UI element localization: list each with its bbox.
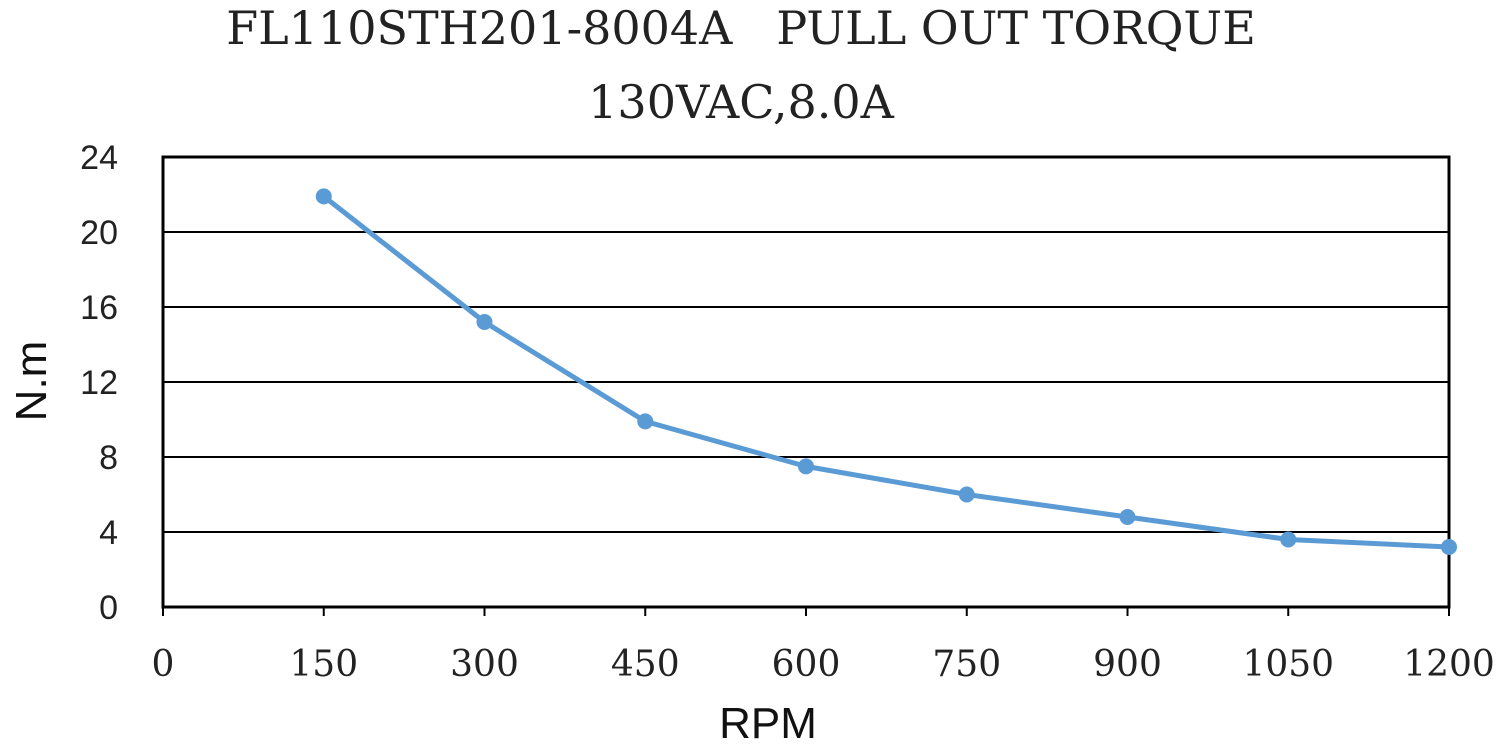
x-tick-label: 600 <box>772 644 841 685</box>
data-point-marker <box>1441 539 1457 555</box>
series-group <box>315 188 1457 555</box>
x-tick-label: 1050 <box>1242 644 1334 685</box>
data-point-marker <box>958 486 975 503</box>
chart-title: FL110STH201-8004A PULL OUT TORQUE <box>226 1 1256 55</box>
y-axis-title: N.m <box>7 341 56 422</box>
x-tick-label: 0 <box>152 644 175 685</box>
y-tick-label: 12 <box>80 364 118 402</box>
data-point-marker <box>476 314 493 330</box>
data-point-marker <box>1119 509 1136 525</box>
x-axis-title: RPM <box>719 699 817 747</box>
x-tick-label: 150 <box>289 644 358 685</box>
chart-subtitle: 130VAC,8.0A <box>588 75 894 129</box>
y-tick-label: 16 <box>80 289 118 327</box>
y-tick-label: 20 <box>80 214 118 252</box>
x-tick-labels: 0 150 300 450 600 750 900 1050 1200 <box>152 644 1495 685</box>
data-point-marker <box>1280 531 1297 548</box>
y-tick-label: 8 <box>99 439 118 477</box>
x-tick-label: 900 <box>1093 644 1162 685</box>
x-tick-label: 450 <box>611 644 680 685</box>
x-tick-marks <box>162 607 1450 616</box>
data-point-marker <box>798 458 814 475</box>
data-point-marker <box>315 188 332 205</box>
gridlines <box>163 231 1449 533</box>
x-tick-label: 300 <box>450 644 519 685</box>
series-line <box>321 193 1452 550</box>
y-tick-labels: 0 4 8 12 16 20 24 <box>80 139 118 627</box>
y-tick-label: 0 <box>99 589 118 627</box>
y-tick-label: 4 <box>99 514 118 552</box>
data-point-marker <box>637 413 654 430</box>
x-tick-label: 750 <box>932 644 1001 685</box>
x-tick-label: 1200 <box>1403 644 1495 685</box>
y-tick-label: 24 <box>80 139 118 177</box>
